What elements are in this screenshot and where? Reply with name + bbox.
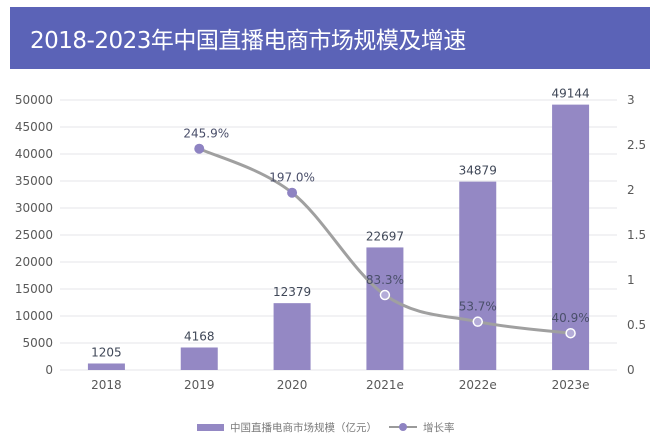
y-left-tick-label: 40000 bbox=[15, 147, 53, 161]
bar bbox=[459, 181, 497, 370]
y-left-tick-label: 10000 bbox=[15, 309, 53, 323]
legend-line-icon bbox=[389, 422, 417, 432]
legend-line-label: 增长率 bbox=[423, 421, 455, 434]
line-series bbox=[194, 143, 576, 339]
y-right-tick-label: 0 bbox=[627, 363, 635, 377]
x-tick-label: 2023e bbox=[552, 378, 590, 392]
y-right-tick-label: 2 bbox=[627, 183, 635, 197]
line-data-label: 197.0% bbox=[269, 171, 315, 185]
line-marker bbox=[379, 289, 391, 301]
bar-data-label: 49144 bbox=[551, 87, 589, 101]
y-axis-right: 0 0.5 1 1.5 2 2.5 3 bbox=[627, 93, 646, 377]
x-tick-label: 2020 bbox=[277, 378, 308, 392]
y-left-tick-label: 15000 bbox=[15, 282, 53, 296]
y-right-tick-label: 3 bbox=[627, 93, 635, 107]
legend-bar-swatch bbox=[197, 423, 224, 431]
y-left-tick-label: 45000 bbox=[15, 120, 53, 134]
y-left-tick-label: 50000 bbox=[15, 93, 53, 107]
line-data-label: 245.9% bbox=[183, 127, 229, 141]
y-left-tick-label: 5000 bbox=[22, 336, 53, 350]
x-tick-label: 2018 bbox=[91, 378, 122, 392]
title-bar: 2018-2023年中国直播电商市场规模及增速 bbox=[10, 7, 650, 69]
bar bbox=[87, 363, 125, 370]
line-data-label: 40.9% bbox=[552, 311, 590, 325]
legend: 中国直播电商市场规模（亿元） 增长率 bbox=[197, 418, 455, 436]
line-marker bbox=[287, 187, 298, 198]
bar bbox=[273, 303, 311, 370]
bar-series bbox=[87, 104, 590, 370]
chart-title: 2018-2023年中国直播电商市场规模及增速 bbox=[30, 28, 466, 54]
line-marker bbox=[194, 143, 205, 154]
gridlines bbox=[60, 99, 617, 371]
line-data-label: 53.7% bbox=[459, 300, 497, 314]
y-right-tick-label: 1.5 bbox=[627, 228, 646, 242]
bar-data-labels: 1205 4168 12379 22697 34879 49144 bbox=[91, 87, 590, 360]
y-left-tick-label: 35000 bbox=[15, 174, 53, 188]
bar-data-label: 4168 bbox=[184, 329, 215, 343]
y-left-tick-label: 0 bbox=[45, 363, 53, 377]
bar-data-label: 22697 bbox=[366, 229, 404, 243]
legend-bar-label: 中国直播电商市场规模（亿元） bbox=[230, 421, 377, 434]
line-marker bbox=[565, 327, 576, 339]
bar-data-label: 1205 bbox=[91, 345, 122, 359]
x-axis: 2018 2019 2020 2021e 2022e 2023e bbox=[91, 378, 589, 392]
y-left-tick-label: 30000 bbox=[15, 201, 53, 215]
bar bbox=[552, 104, 590, 370]
y-left-tick-label: 20000 bbox=[15, 255, 53, 269]
x-tick-label: 2021e bbox=[366, 378, 404, 392]
bar-data-label: 12379 bbox=[273, 285, 311, 299]
bar bbox=[180, 347, 218, 370]
y-right-tick-label: 2.5 bbox=[627, 138, 646, 152]
x-tick-label: 2019 bbox=[184, 378, 215, 392]
y-right-tick-label: 1 bbox=[627, 273, 635, 287]
y-right-tick-label: 0.5 bbox=[627, 318, 646, 332]
x-tick-label: 2022e bbox=[459, 378, 497, 392]
y-axis-left: 0 5000 10000 15000 20000 25000 30000 35000 40000… bbox=[15, 93, 53, 377]
y-left-tick-label: 25000 bbox=[15, 228, 53, 242]
line-data-label: 83.3% bbox=[366, 273, 404, 287]
bar-data-label: 34879 bbox=[459, 164, 497, 178]
line-data-labels: 245.9% 197.0% 83.3% 53.7% 40.9% bbox=[183, 127, 589, 326]
bar bbox=[366, 247, 404, 370]
line-marker bbox=[472, 316, 483, 327]
